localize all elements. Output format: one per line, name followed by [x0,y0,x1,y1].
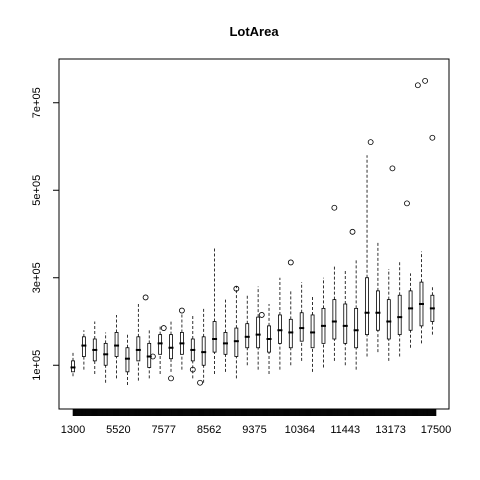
x-tick-label: 17500 [421,424,452,436]
x-tick-label: 8562 [197,424,221,436]
outlier-point [197,379,203,386]
outlier-point [258,312,265,318]
box-body [408,290,413,331]
box-body [343,303,348,344]
x-tick-label: 13173 [375,424,406,436]
box-body [365,277,369,336]
box-body [245,323,250,349]
outlier-point [422,77,429,84]
box-body [71,360,75,373]
outlier-point [189,366,196,373]
box-body [386,299,391,340]
x-tick-label: 9375 [242,424,266,436]
y-axis: 1e+05 3e+05 5e+05 7e+05 [31,87,59,381]
box-body [397,294,402,336]
outlier-point [168,375,174,382]
y-tick-label: 1e+05 [31,350,43,381]
outlier-point [233,285,240,292]
outlier-point [349,228,356,235]
box-body [81,336,86,357]
box-body [288,318,293,349]
y-tick-label: 5e+05 [31,175,43,206]
outlier-point [414,82,421,89]
x-tick-label: 7577 [152,424,176,436]
outlier-point [142,294,149,301]
box-body [354,307,359,349]
x-tick-label: 10364 [285,424,316,436]
x-tick-label: 5520 [106,424,130,436]
outlier-point [367,139,374,146]
marks [70,77,436,386]
x-tick-label: 1300 [61,424,85,436]
outlier-point [160,325,167,331]
outlier-point [149,353,156,360]
y-tick-label: 7e+05 [31,87,43,118]
box-body [114,332,119,357]
box-body [256,316,261,349]
outlier-point [404,200,410,207]
box-body [234,327,239,357]
box-body [212,321,217,353]
outlier-point [389,165,396,172]
box-body [201,336,206,366]
box-body [169,334,173,360]
outlier-point [429,134,436,141]
box-body [278,314,282,344]
box-body [299,312,304,342]
outlier-point [287,259,294,266]
box-body [125,347,130,373]
plot-frame [58,58,450,410]
box-body [310,314,315,349]
box-body [136,336,141,362]
box-body [332,299,337,340]
box-body [376,290,380,331]
x-tick-label: 11443 [330,424,360,436]
x-axis: 1300 5520 7577 8562 9375 10364 11443 13173 17500 [61,409,452,436]
chart-title: LotArea [229,24,279,39]
outlier-point [178,307,185,314]
outlier-point [331,204,338,211]
y-tick-label: 3e+05 [31,262,43,293]
box-body [158,334,163,355]
